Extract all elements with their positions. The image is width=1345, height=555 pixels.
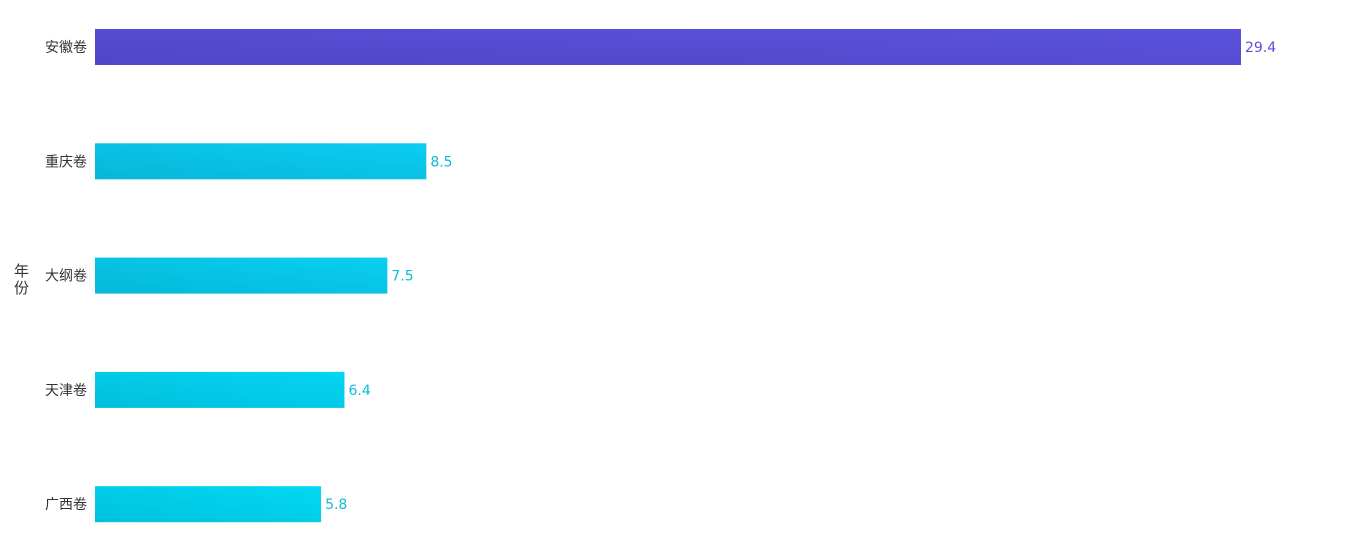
bar[interactable]: [95, 257, 388, 294]
data-label: 8.5: [430, 154, 452, 170]
category-tick-label: 安徽卷: [45, 40, 87, 56]
data-label: 29.4: [1245, 40, 1276, 56]
bar[interactable]: [95, 143, 427, 180]
bar[interactable]: [95, 29, 1241, 65]
data-label: 6.4: [348, 383, 370, 399]
bar[interactable]: [95, 486, 322, 523]
category-tick-label: 大纲卷: [45, 269, 87, 285]
y-axis-label: 年份: [14, 262, 29, 297]
category-tick-label: 天津卷: [45, 383, 87, 399]
category-tick-label: 重庆卷: [45, 154, 87, 170]
data-label: 7.5: [391, 269, 413, 285]
bar[interactable]: [95, 371, 345, 408]
category-tick-label: 广西卷: [45, 497, 87, 513]
data-label: 5.8: [325, 497, 347, 513]
